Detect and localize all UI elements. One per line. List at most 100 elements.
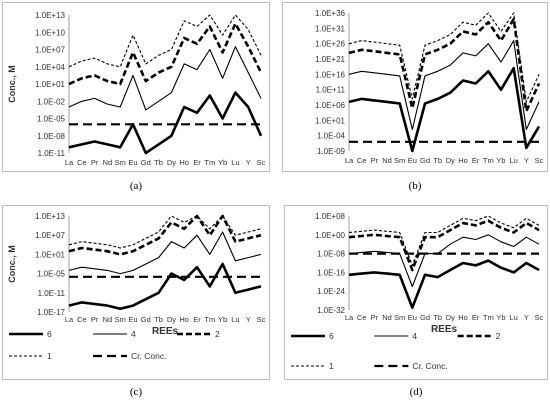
y-tick-label: 1.0E+06 (315, 101, 346, 110)
x-tick-label: Sc (535, 313, 544, 322)
y-tick-label: 1.0E-11 (38, 289, 66, 298)
y-tick-label: 1.0E-11 (38, 149, 66, 158)
y-tick-labels: 1.0E-09 1.0E-04 1.0E+01 1.0E+06 1.0E+11 1.0E+… (315, 9, 346, 156)
x-tick-label: Sm (115, 158, 126, 167)
legend-label: 6 (329, 331, 334, 341)
y-tick-label: 1.0E+00 (315, 231, 346, 240)
x-tick-label: Y (246, 315, 251, 324)
y-tick-labels: 1.0E-32 1.0E-24 1.0E-16 1.0E-08 1.0E+00 1.0E+… (315, 212, 346, 315)
panel-a: 1.0E-11 1.0E-08 1.0E-05 1.0E-02 1.0E+01 1.0E+… (0, 0, 275, 200)
x-tick-label: Er (193, 158, 201, 167)
series-line-6 (348, 259, 540, 309)
y-tick-label: 1.0E-02 (37, 97, 66, 106)
y-tick-label: 1.0E-05 (37, 115, 66, 124)
y-tick-label: 1.0E+11 (316, 86, 346, 95)
y-tick-label: 1.0E+26 (315, 40, 346, 49)
chart-frame-b: 1.0E-09 1.0E-04 1.0E+01 1.0E+06 1.0E+11 1.0E+… (282, 2, 548, 172)
y-tick-label: 1.0E-04 (317, 132, 346, 141)
x-tick-label: Tm (483, 313, 494, 322)
x-tick-label: Tb (433, 156, 442, 165)
x-tick-label: La (65, 158, 74, 167)
x-tick-label: Ho (458, 313, 468, 322)
x-tick-label: Pr (91, 315, 99, 324)
x-tick-label: Eu (128, 158, 137, 167)
x-tick-label: Eu (408, 156, 417, 165)
panel-d: 1.0E-32 1.0E-24 1.0E-16 1.0E-08 1.0E+00 1.0E+… (282, 203, 550, 403)
chart-a-svg: 1.0E-11 1.0E-08 1.0E-05 1.0E-02 1.0E+01 1.0E+… (7, 11, 266, 167)
y-tick-label: 1.0E+07 (35, 46, 66, 55)
x-tick-labels: La Ce Pr Nd Sm Eu Gd Tb Dy Ho Er Tm Yb Lu Y Sc (65, 158, 266, 167)
y-axis-label: Conc., M (7, 245, 17, 283)
caption-d: (d) (409, 386, 423, 398)
y-tick-label: 1.0E+01 (35, 250, 66, 259)
x-axis-label: REEs (152, 326, 179, 337)
y-tick-label: 1.0E-17 (37, 308, 66, 317)
series-line-thick (348, 66, 541, 153)
y-tick-label: 1.0E+04 (35, 63, 66, 72)
y-tick-label: 1.0E-08 (37, 132, 66, 141)
x-tick-label: Sc (257, 158, 266, 167)
x-tick-label: Nd (103, 315, 113, 324)
panel-c: 1.0E-17 1.0E-11 1.0E-05 1.0E+01 1.0E+07 1.0E+… (0, 203, 275, 403)
x-tick-label: Ho (458, 156, 468, 165)
x-tick-label: Ce (77, 158, 87, 167)
x-tick-label: Lu (509, 313, 517, 322)
x-tick-label: Sc (257, 315, 266, 324)
series-line-thick (68, 91, 263, 155)
x-tick-label: Nd (103, 158, 113, 167)
caption-c: (c) (129, 386, 143, 398)
series-line-4 (68, 231, 262, 275)
x-tick-label: Lu (509, 156, 517, 165)
x-tick-label: Y (524, 313, 529, 322)
x-tick-label: Lu (231, 158, 239, 167)
x-tick-label: Pr (91, 158, 99, 167)
legend-label: 4 (131, 329, 136, 339)
x-tick-label: Eu (408, 313, 417, 322)
x-tick-label: Pr (371, 313, 379, 322)
x-tick-label: Dy (446, 313, 455, 322)
y-axis-label: Conc., M (7, 65, 17, 103)
legend-label: 4 (412, 331, 417, 341)
y-tick-label: 1.0E+01 (315, 116, 346, 125)
y-tick-label: 1.0E+13 (35, 11, 66, 20)
x-tick-label: Pr (371, 156, 379, 165)
series-line-2 (68, 214, 262, 256)
x-tick-label: La (345, 156, 354, 165)
x-tick-label: Tb (154, 315, 163, 324)
series-line-2 (348, 219, 540, 272)
chart-frame-a: 1.0E-11 1.0E-08 1.0E-05 1.0E-02 1.0E+01 1.0E+… (2, 2, 270, 172)
x-tick-label: Eu (128, 315, 137, 324)
x-tick-label: Ce (77, 315, 87, 324)
series-line-thin (68, 46, 262, 111)
x-tick-label: Gd (420, 313, 430, 322)
x-tick-label: La (345, 313, 354, 322)
y-tick-label: 1.0E-05 (37, 270, 66, 279)
x-tick-label: Tm (204, 315, 215, 324)
caption-b: (b) (408, 180, 422, 192)
x-tick-label: Gd (141, 158, 151, 167)
x-tick-label: Y (524, 156, 529, 165)
chart-frame-d: 1.0E-32 1.0E-24 1.0E-16 1.0E-08 1.0E+00 1.0E+… (284, 205, 548, 380)
series-line-thindash (68, 14, 262, 68)
x-axis-label: REEs (431, 324, 458, 335)
x-tick-label: Gd (141, 315, 151, 324)
x-tick-label: Er (193, 315, 201, 324)
y-tick-label: 1.0E+16 (315, 70, 346, 79)
x-tick-label: Yb (496, 313, 505, 322)
caption-a: (a) (129, 180, 143, 192)
y-tick-label: 1.0E-09 (317, 147, 346, 156)
y-tick-label: 1.0E+31 (315, 24, 346, 33)
legend-label: 1 (329, 361, 334, 371)
x-tick-label: Lu (231, 315, 239, 324)
y-tick-labels: 1.0E-11 1.0E-08 1.0E-05 1.0E-02 1.0E+01 1.0E+… (35, 11, 66, 158)
x-tick-label: Ce (357, 156, 367, 165)
x-tick-label: Dy (446, 156, 455, 165)
chart-frame-c: 1.0E-17 1.0E-11 1.0E-05 1.0E+01 1.0E+07 1.0E+… (2, 205, 270, 380)
legend-label: Cr. Conc. (412, 361, 447, 371)
legend-label: 2 (496, 331, 501, 341)
y-tick-label: 1.0E+08 (315, 212, 346, 221)
legend-label: Cr. Conc. (131, 351, 166, 361)
x-tick-labels: La Ce Pr Nd Sm Eu Gd Tb Dy Ho Er Tm Yb Lu Y Sc (345, 313, 544, 322)
series-line-1 (348, 215, 540, 266)
x-tick-label: Tb (433, 313, 442, 322)
